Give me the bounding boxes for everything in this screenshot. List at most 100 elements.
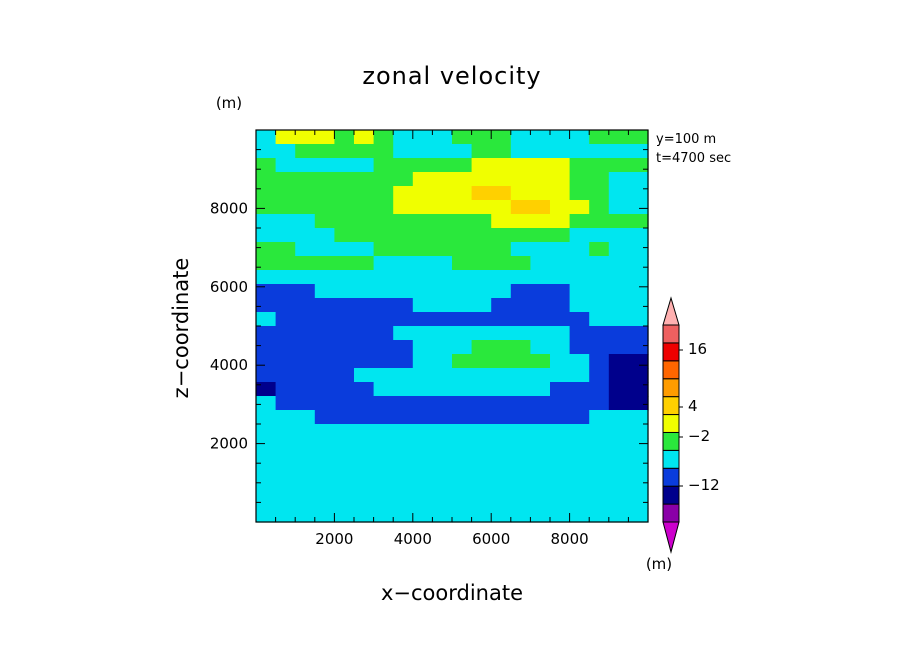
contour-cell [373,200,394,215]
contour-cell [491,172,512,187]
contour-cell [275,438,296,453]
contour-cell [354,284,375,299]
contour-cell [256,130,277,145]
contour-cell [314,480,335,495]
contour-cell [530,214,551,229]
colorbar-swatch [662,449,680,469]
contour-cell [373,326,394,341]
contour-cell [256,410,277,425]
contour-cell [550,200,571,215]
contour-cell [354,480,375,495]
contour-cell [608,466,629,481]
contour-cell [314,368,335,383]
contour-cell [530,172,551,187]
contour-cell [510,438,531,453]
contour-cell [471,186,492,201]
contour-cell [256,312,277,327]
contour-cell [510,214,531,229]
contour-cell [393,396,414,411]
contour-cell [608,508,629,523]
contour-cell [354,494,375,509]
contour-cell [608,214,629,229]
contour-cell [256,424,277,439]
contour-cell [491,326,512,341]
contour-cell [491,144,512,159]
contour-cell [452,424,473,439]
contour-cell [589,144,610,159]
contour-cell [452,144,473,159]
contour-cell [628,298,649,313]
contour-cell [550,158,571,173]
contour-cell [550,130,571,145]
contour-cell [491,256,512,271]
contour-cell [373,256,394,271]
contour-cell [569,438,590,453]
contour-cell [412,382,433,397]
contour-cell [550,242,571,257]
contour-cell [452,326,473,341]
contour-cell [334,186,355,201]
contour-cell [491,452,512,467]
contour-cell [608,438,629,453]
contour-cell [550,340,571,355]
contour-cell [412,214,433,229]
contour-cell [393,438,414,453]
contour-cell [452,284,473,299]
contour-cell [412,298,433,313]
contour-cell [452,382,473,397]
contour-cell [530,200,551,215]
contour-cell [569,130,590,145]
contour-cell [608,200,629,215]
contour-cell [275,452,296,467]
contour-cell [275,284,296,299]
contour-cell [550,452,571,467]
contour-cell [295,438,316,453]
contour-cell [373,312,394,327]
contour-cell [295,480,316,495]
contour-cell [589,228,610,243]
contour-cell [354,508,375,523]
contour-cell [256,200,277,215]
contour-cell [334,158,355,173]
contour-cell [275,508,296,523]
contour-cell [530,410,551,425]
contour-cell [314,494,335,509]
contour-cell [608,354,629,369]
contour-cell [412,242,433,257]
contour-cell [256,466,277,481]
contour-cell [432,158,453,173]
contour-cell [491,368,512,383]
contour-cell [491,312,512,327]
contour-cell [569,200,590,215]
contour-cell [608,242,629,257]
contour-cell [412,410,433,425]
contour-cell [452,298,473,313]
contour-cell [510,130,531,145]
contour-cell [393,368,414,383]
contour-cell [510,256,531,271]
contour-cell [334,410,355,425]
contour-cell [550,144,571,159]
contour-cell [314,424,335,439]
contour-cell [334,466,355,481]
contour-cell [628,158,649,173]
y-tick-label: 8000 [210,199,248,217]
contour-cell [373,242,394,257]
contour-cell [412,368,433,383]
contour-cell [354,186,375,201]
y-axis-title: z−coordinate [169,258,193,399]
contour-cell [452,480,473,495]
contour-cell [491,340,512,355]
contour-cell [471,508,492,523]
contour-cell [334,340,355,355]
contour-cell [334,130,355,145]
contour-cell [412,256,433,271]
annotation-y-level: y=100 m [656,132,716,147]
contour-cell [628,144,649,159]
contour-cell [471,228,492,243]
contour-cell [491,354,512,369]
contour-cell [471,172,492,187]
contour-cell [354,256,375,271]
contour-cell [530,494,551,509]
